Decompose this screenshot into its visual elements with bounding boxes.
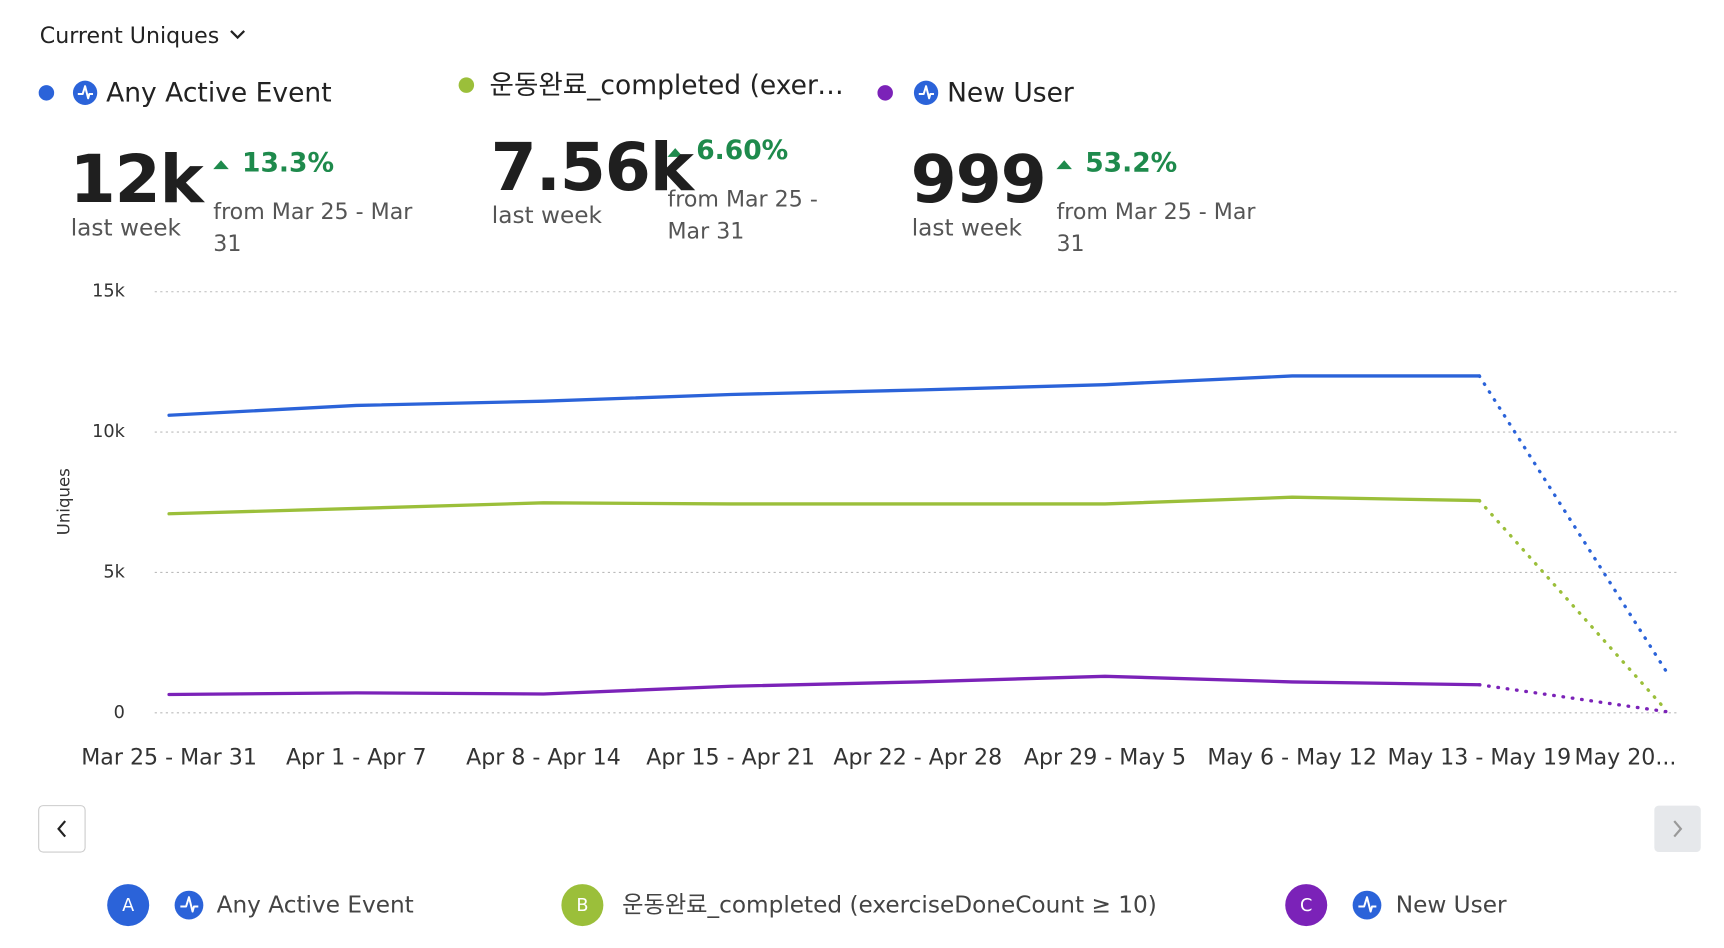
series-line-incomplete [1477,374,1669,674]
x-tick-label: Apr 8 - Apr 14 [466,745,621,771]
metric-selector[interactable]: Current Uniques [40,23,219,49]
x-tick-label: Apr 22 - Apr 28 [833,745,1002,771]
summary-period: last week [911,214,1022,241]
x-tick-label: Apr 29 - May 5 [1024,745,1186,771]
series-line [167,374,1481,417]
legend-dot[interactable] [458,77,475,93]
summary-comparison: from Mar 25 - Mar 31 [213,197,413,257]
amplitude-icon-glyph [1358,896,1377,913]
amplitude-icon-glyph [918,85,934,100]
x-tick-label: May 6 - May 12 [1207,745,1377,771]
change-arrow [213,160,229,170]
dropdown-chevron[interactable] [230,30,246,40]
summary-change: 6.60% [696,134,789,166]
amplitude-icon-glyph [77,85,93,100]
amplitude-icon [913,80,939,105]
legend-dot[interactable] [877,85,893,101]
series-line [167,495,1481,516]
summary-change: 13.3% [242,146,335,178]
summary-comparison: from Mar 25 - Mar 31 [667,185,818,245]
series-line-incomplete [1477,498,1669,713]
x-tick-label: Apr 1 - Apr 7 [286,745,427,771]
next-button[interactable] [1654,805,1701,853]
legend-letter[interactable]: C [1300,896,1312,916]
legend-label[interactable]: New User [947,77,1074,109]
legend-letter[interactable]: A [122,896,134,916]
y-tick-label: 15k [92,282,125,302]
legend-label[interactable]: 운동완료_completed (exerciseDoneCount ≥ 10) [489,69,855,101]
series-line-incomplete [1477,683,1669,714]
legend-label[interactable]: Any Active Event [106,77,332,109]
prev-icon[interactable] [57,820,67,838]
summary-value: 999 [910,141,1047,219]
summary-period: last week [491,202,602,229]
summary-change: 53.2% [1085,146,1178,178]
legend-label[interactable]: 운동완료_completed (exerciseDoneCount ≥ 10) [622,892,1157,919]
amplitude-icon [174,890,204,920]
y-tick-label: 10k [92,422,125,442]
y-tick-label: 0 [114,703,125,723]
amplitude-icon [1352,890,1382,920]
change-arrow [1056,160,1072,170]
legend-letter[interactable]: B [576,896,588,916]
legend-label[interactable]: Any Active Event [217,892,414,919]
y-axis-title: Uniques [55,468,74,535]
amplitude-icon [72,80,98,105]
legend-badge[interactable] [107,884,150,927]
x-tick-label: May 20... [1575,745,1677,771]
amplitude-icon-glyph [180,896,199,913]
next-icon[interactable] [1673,820,1683,838]
legend-dot[interactable] [38,85,55,101]
prev-button[interactable] [38,805,86,853]
legend-label[interactable]: New User [1396,892,1507,919]
x-tick-label: Mar 25 - Mar 31 [81,745,257,771]
change-arrow [667,148,683,157]
x-tick-label: Apr 15 - Apr 21 [646,745,815,771]
summary-period: last week [70,214,181,241]
summary-comparison: from Mar 25 - Mar 31 [1056,197,1256,257]
summary-value: 7.56k [490,129,694,207]
series-line [167,674,1481,697]
legend-badge[interactable] [561,884,604,927]
y-tick-label: 5k [103,562,125,582]
x-tick-label: May 13 - May 19 [1387,745,1571,771]
summary-value: 12k [69,141,204,219]
legend-badge[interactable] [1285,884,1328,927]
